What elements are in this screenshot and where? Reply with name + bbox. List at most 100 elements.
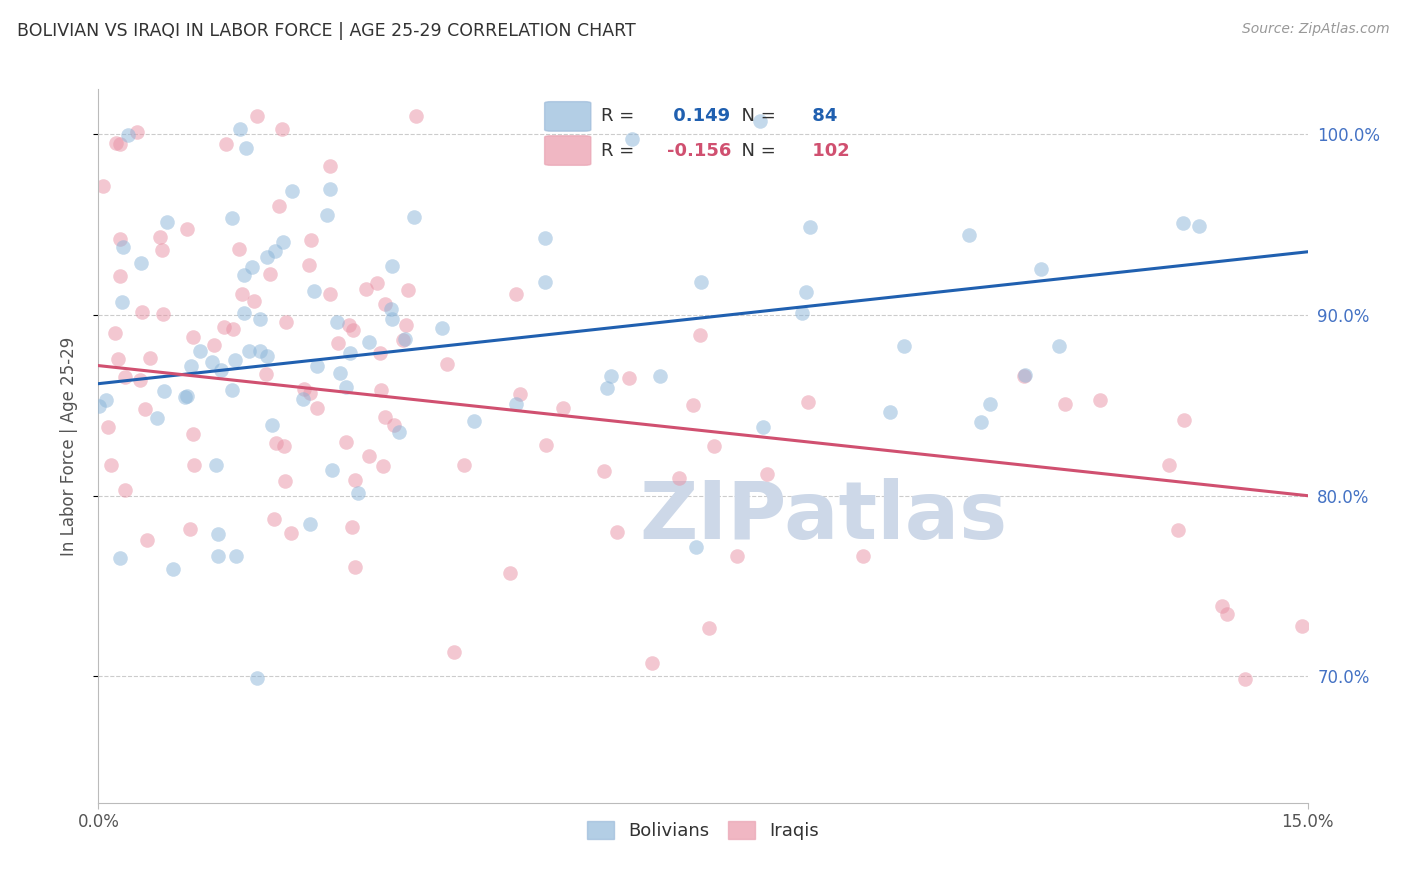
- Text: N =: N =: [730, 142, 782, 160]
- Point: [97, 420, 120, 434]
- Point: [329, 366, 352, 380]
- Point: [225, 549, 247, 563]
- Point: [134, 401, 156, 416]
- Point: [682, 398, 704, 412]
- Point: [534, 275, 557, 289]
- Point: [600, 368, 623, 383]
- Point: [249, 343, 271, 358]
- Point: [299, 386, 322, 401]
- Point: [263, 512, 285, 526]
- Point: [1173, 413, 1195, 427]
- Point: [346, 486, 368, 500]
- Point: [436, 357, 458, 371]
- Point: [264, 244, 287, 259]
- Point: [209, 363, 232, 377]
- Point: [243, 294, 266, 309]
- Point: [342, 323, 364, 337]
- Point: [1216, 607, 1239, 621]
- Point: [356, 282, 378, 296]
- Point: [117, 128, 139, 142]
- Point: [174, 390, 197, 404]
- Point: [205, 458, 228, 473]
- Point: [509, 386, 531, 401]
- Point: [606, 525, 628, 540]
- Point: [207, 527, 229, 541]
- Point: [879, 405, 901, 419]
- Point: [703, 440, 725, 454]
- Point: [271, 235, 294, 249]
- Point: [685, 540, 707, 554]
- Point: [183, 426, 205, 441]
- Point: [394, 332, 416, 346]
- Point: [370, 383, 392, 397]
- Point: [246, 671, 269, 685]
- Point: [214, 319, 236, 334]
- Point: [108, 551, 131, 566]
- Point: [319, 286, 342, 301]
- Point: [110, 268, 132, 283]
- FancyBboxPatch shape: [544, 136, 591, 165]
- Point: [1012, 369, 1035, 384]
- Point: [150, 243, 173, 257]
- Point: [392, 334, 415, 348]
- Point: [617, 370, 640, 384]
- Point: [299, 517, 322, 532]
- Point: [176, 222, 198, 236]
- Point: [402, 210, 425, 224]
- Point: [183, 458, 205, 472]
- Point: [93, 178, 115, 193]
- Point: [395, 318, 418, 333]
- Point: [596, 381, 619, 395]
- Point: [366, 276, 388, 290]
- Point: [321, 463, 343, 477]
- Point: [307, 359, 329, 374]
- Text: 84: 84: [806, 107, 837, 126]
- Point: [176, 389, 198, 403]
- Point: [343, 473, 366, 487]
- Point: [274, 474, 297, 488]
- Text: 102: 102: [806, 142, 849, 160]
- Point: [107, 352, 129, 367]
- Point: [534, 438, 557, 452]
- Point: [1234, 672, 1257, 686]
- Point: [979, 397, 1001, 411]
- Point: [1053, 397, 1076, 411]
- Point: [96, 393, 118, 408]
- Point: [1157, 458, 1180, 472]
- Point: [149, 230, 172, 244]
- Point: [668, 471, 690, 485]
- Point: [339, 346, 361, 360]
- Point: [207, 549, 229, 564]
- Point: [231, 286, 253, 301]
- Point: [256, 349, 278, 363]
- Point: [112, 240, 135, 254]
- Point: [110, 137, 132, 152]
- Point: [1047, 339, 1070, 353]
- Point: [145, 411, 167, 425]
- Point: [725, 549, 748, 563]
- Point: [240, 260, 263, 274]
- Point: [274, 315, 297, 329]
- Point: [749, 114, 772, 128]
- Point: [697, 621, 720, 635]
- Point: [222, 322, 245, 336]
- Point: [328, 336, 350, 351]
- Point: [136, 533, 159, 548]
- Point: [534, 231, 557, 245]
- Point: [153, 384, 176, 398]
- Point: [1014, 368, 1036, 383]
- Point: [405, 109, 427, 123]
- Point: [299, 233, 322, 247]
- Y-axis label: In Labor Force | Age 25-29: In Labor Force | Age 25-29: [59, 336, 77, 556]
- Point: [443, 645, 465, 659]
- Point: [221, 211, 243, 225]
- Point: [87, 399, 110, 413]
- Point: [281, 184, 304, 198]
- Point: [273, 439, 295, 453]
- Point: [344, 560, 367, 574]
- Point: [238, 344, 260, 359]
- Point: [337, 318, 360, 332]
- Point: [797, 394, 820, 409]
- Point: [302, 284, 325, 298]
- Point: [326, 315, 349, 329]
